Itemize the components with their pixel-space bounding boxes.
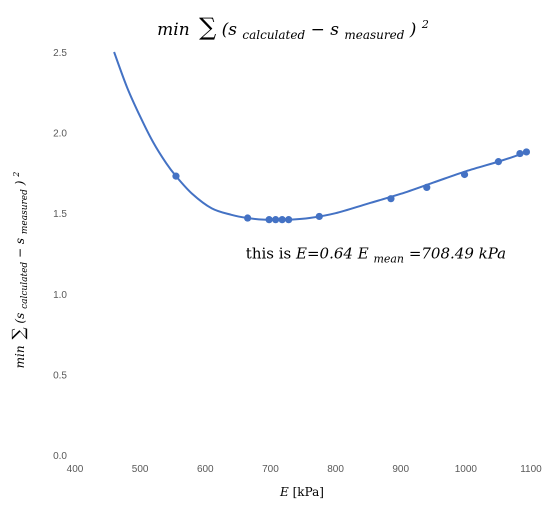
y-tick-label: 0.5 <box>53 370 67 381</box>
title-sub-measured: measured <box>344 28 404 42</box>
series-curve <box>113 51 529 221</box>
x-tick-label: 1000 <box>455 464 478 475</box>
xlabel-unit: [kPa] <box>293 485 324 499</box>
ylabel-sub-measured: measured <box>20 189 30 234</box>
data-point <box>423 183 431 192</box>
title-sub-calculated: calculated <box>242 28 305 42</box>
data-point <box>265 216 273 224</box>
title-close: ) <box>409 20 417 40</box>
x-axis-label: E [kPa] <box>279 485 324 499</box>
y-tick-label: 2.0 <box>53 129 67 140</box>
y-tick-label: 1.5 <box>53 209 67 220</box>
title-prefix: min <box>157 20 190 40</box>
data-point <box>272 216 280 224</box>
annotation-e-eq: E=0.64 E <box>295 244 369 262</box>
annotation-sub-mean: mean <box>373 252 404 265</box>
title-minus: − s <box>311 20 340 40</box>
annotation: this is E=0.64 E mean =708.49 kPa <box>246 244 506 266</box>
data-point <box>172 172 180 180</box>
x-tick-label: 700 <box>262 464 279 475</box>
data-point <box>315 212 323 221</box>
title-sum-symbol: ∑ <box>199 13 216 41</box>
data-point <box>516 149 524 158</box>
x-tick-label: 500 <box>132 464 149 475</box>
y-axis-label: min ∑ (s calculated − s measured ) 2 <box>9 172 30 369</box>
annotation-prefix: this is <box>246 244 296 262</box>
y-tick-labels: 0.0 0.5 1.0 1.5 2.0 2.5 <box>53 48 67 462</box>
x-tick-label: 900 <box>392 464 409 475</box>
x-tick-label: 600 <box>197 464 214 475</box>
ylabel-close: ) <box>13 180 27 186</box>
ylabel-prefix: min <box>13 345 27 368</box>
title-sup: 2 <box>421 18 429 31</box>
y-tick-label: 0.0 <box>53 451 67 462</box>
ylabel-sum-symbol: ∑ <box>9 327 29 339</box>
ylabel-open: (s <box>13 313 27 324</box>
series-points <box>172 148 531 224</box>
data-point <box>278 216 286 224</box>
data-point <box>460 170 469 179</box>
data-point <box>244 214 252 222</box>
data-point <box>522 148 531 156</box>
annotation-rest: =708.49 kPa <box>409 244 506 262</box>
data-point <box>387 195 395 203</box>
ylabel-minus: − s <box>13 238 27 258</box>
y-tick-label: 2.5 <box>53 48 67 59</box>
ylabel-sub-calculated: calculated <box>20 262 30 309</box>
data-point <box>285 216 293 224</box>
data-point <box>494 158 503 166</box>
x-tick-label: 800 <box>327 464 344 475</box>
x-tick-labels: 400 500 600 700 800 900 1000 1100 <box>67 464 543 475</box>
xlabel-var: E <box>279 485 289 499</box>
x-tick-label: 400 <box>67 464 84 475</box>
title-open: (s <box>222 20 238 40</box>
chart-title: min ∑ (s calculated − s measured ) 2 <box>157 13 429 44</box>
y-tick-label: 1.0 <box>53 290 67 301</box>
x-tick-label: 1100 <box>520 464 542 475</box>
ylabel-sup: 2 <box>12 172 21 178</box>
